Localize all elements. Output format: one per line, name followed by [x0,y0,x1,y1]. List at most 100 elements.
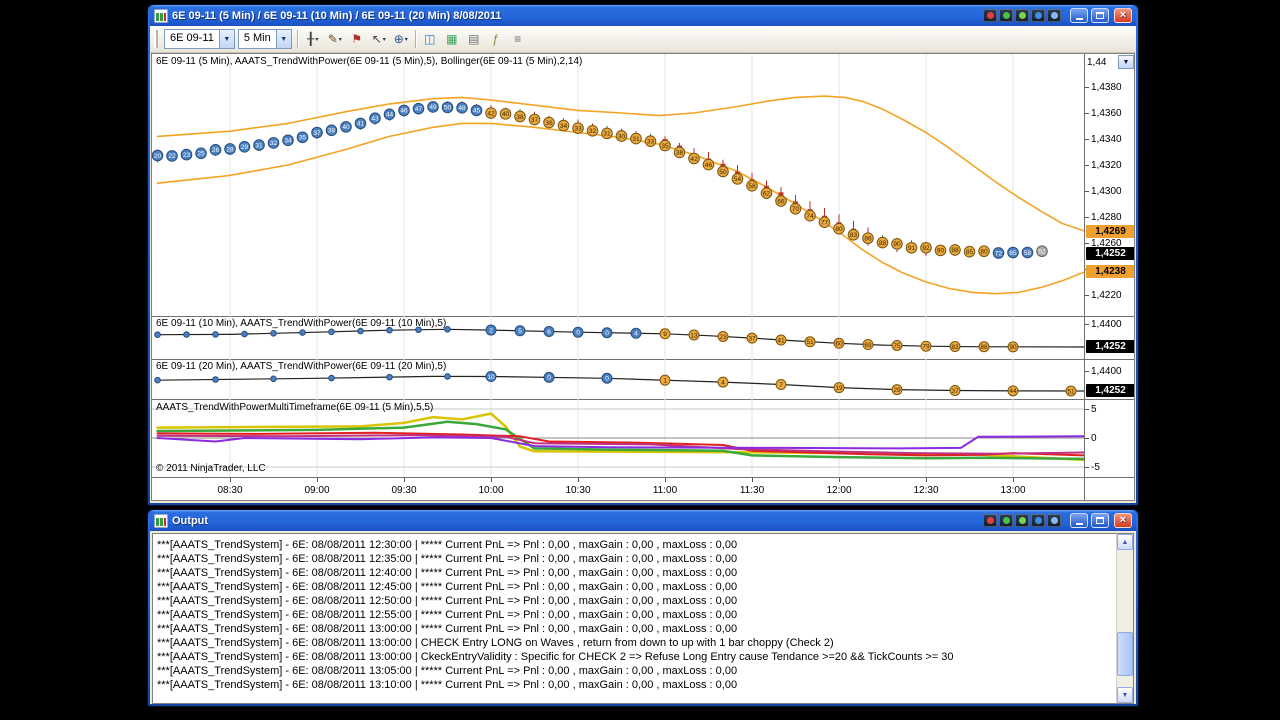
svg-text:50: 50 [444,105,452,112]
time-label: 10:30 [565,485,591,496]
svg-text:85: 85 [966,249,974,256]
axis-tick [1085,467,1089,468]
time-axis[interactable]: 08:30 09:00 09:30 10:00 10:30 11:00 11:30 12:00… [152,477,1084,500]
axis-tick-label: 1,4300 [1091,186,1122,197]
instrument-selector[interactable]: 6E 09-11 ▼ [164,29,235,49]
crosshair-button[interactable]: ╂ ▾ [303,29,323,49]
time-label: 11:30 [739,485,765,496]
svg-text:45: 45 [473,108,481,115]
toolbar-separator [414,30,416,48]
output-scrollbar[interactable]: ▲ ▼ [1116,534,1133,703]
svg-text:66: 66 [777,198,785,205]
svg-text:33: 33 [574,125,582,132]
output-minimize-button[interactable] [1070,513,1088,528]
output-close-button[interactable]: × [1114,513,1132,528]
svg-text:46: 46 [400,108,408,115]
interval-value: 5 Min [243,32,271,44]
svg-text:49: 49 [429,104,437,111]
scrollbar-thumb[interactable] [1117,632,1133,676]
log-line: ***[AAATS_TrendSystem] - 6E: 08/08/2011 … [157,581,738,593]
svg-text:29: 29 [241,144,249,151]
svg-text:44: 44 [1009,388,1017,395]
chevron-down-icon[interactable]: ▼ [218,30,234,48]
svg-text:35: 35 [299,135,307,142]
chevron-down-icon[interactable]: ▾ [338,36,342,43]
data-box-icon: ▤ [468,32,480,46]
chevron-down-icon[interactable]: ▾ [404,36,408,43]
indicator-panel[interactable] [152,399,1084,477]
chart-minimize-button[interactable] [1070,8,1088,23]
monitor-icon[interactable] [1031,9,1045,22]
svg-text:92: 92 [922,245,930,252]
time-label: 08:30 [217,485,243,496]
chevron-down-icon[interactable]: ▾ [382,36,386,43]
axis-tick [1085,409,1089,410]
properties-button[interactable]: ≡ [508,29,528,49]
stream-icon[interactable] [999,514,1013,527]
time-tick [491,478,492,482]
axis-tick-label: 1,4320 [1091,160,1122,171]
svg-text:2: 2 [489,327,493,334]
chart-maximize-button[interactable] [1091,8,1109,23]
axis-tick-label: 0 [1091,433,1097,444]
chevron-down-icon[interactable]: ▼ [275,30,291,48]
panel-20min[interactable]: 10 0 0 1 4 7 19 29 37 44 51 [152,359,1084,399]
output-maximize-button[interactable] [1091,513,1109,528]
output-titlebar[interactable]: Output × [150,510,1136,531]
axis-tick [1085,113,1089,114]
svg-text:79: 79 [922,344,930,351]
chart-titlebar[interactable]: 6E 09-11 (5 Min) / 6E 09-11 (10 Min) / 6… [150,5,1136,26]
axis-tick [1085,324,1089,325]
log-line: ***[AAATS_TrendSystem] - 6E: 08/08/2011 … [157,651,954,663]
axis-dropdown-button[interactable]: ▼ [1118,55,1134,69]
axis-corner-label: 1,44 [1087,56,1107,68]
capture-icon[interactable] [1015,9,1029,22]
time-tick [926,478,927,482]
pointer-button[interactable]: ↖ ▾ [369,29,389,49]
svg-text:4: 4 [721,379,725,386]
time-label: 11:00 [652,485,678,496]
panel1-label: 6E 09-11 (5 Min), AAATS_TrendWithPower(6… [156,56,583,67]
interval-selector[interactable]: 5 Min ▼ [237,29,292,49]
capture-icon[interactable] [1015,514,1029,527]
svg-text:88: 88 [980,344,988,351]
record-icon[interactable] [983,514,997,527]
svg-text:0: 0 [605,330,609,337]
drawing-tools-button[interactable]: ✎ ▾ [325,29,345,49]
drawing-tools-icon: ✎ [327,32,338,46]
axis-tick [1085,139,1089,140]
svg-text:0: 0 [547,375,551,382]
data-box-button[interactable]: ▤ [464,29,484,49]
price-panel-5min[interactable]: 20 22 23 25 26 28 29 31 32 34 35 37 38 40 41 43 44 46 47 49… [152,54,1084,316]
stream-icon[interactable] [999,9,1013,22]
toolbar-grip[interactable] [154,30,158,48]
svg-text:54: 54 [734,176,742,183]
svg-text:37: 37 [313,130,321,137]
chart-close-button[interactable]: × [1114,8,1132,23]
svg-text:37: 37 [951,388,959,395]
record-icon[interactable] [983,9,997,22]
overlay-icon-group [983,9,1061,22]
svg-text:34: 34 [284,138,292,145]
scroll-up-icon[interactable]: ▲ [1117,534,1133,550]
grid-button[interactable]: ▦ [442,29,462,49]
svg-text:42: 42 [690,156,698,163]
indicators-button[interactable]: ƒ [486,29,506,49]
chart-plot[interactable]: 20 22 23 25 26 28 29 31 32 34 35 37 38 40 41 43 44 46 47 49… [152,54,1084,500]
axis-separator [1085,399,1134,400]
chevron-down-icon[interactable]: ▾ [315,36,319,43]
display-icon[interactable] [1047,9,1061,22]
zoom-button[interactable]: ⊕ ▾ [391,29,411,49]
time-tick [1013,478,1014,482]
axis-tick [1085,191,1089,192]
chart-panels-button[interactable]: ◫ [420,29,440,49]
alert-flag-button[interactable]: ⚑ [347,29,367,49]
display-icon[interactable] [1047,514,1061,527]
panel-10min[interactable]: 2 5 6 0 0 4 9 13 23 37 41 51 60 69 75 79 83 88 90 [152,316,1084,359]
monitor-icon[interactable] [1031,514,1045,527]
scroll-down-icon[interactable]: ▼ [1117,687,1133,703]
chart-toolbar: 6E 09-11 ▼ 5 Min ▼ ╂ ▾ ✎ ▾ ⚑ ↖ ▾ ⊕ ▾ ◫ ▦ ▤ ƒ ≡ [150,26,1136,53]
overlay-icon-group [983,514,1061,527]
svg-text:23: 23 [183,152,191,159]
price-axis[interactable]: 1,44 ▼ 1,4380 1,4360 1,4340 1,4320 1,4300 1,4… [1084,54,1134,500]
